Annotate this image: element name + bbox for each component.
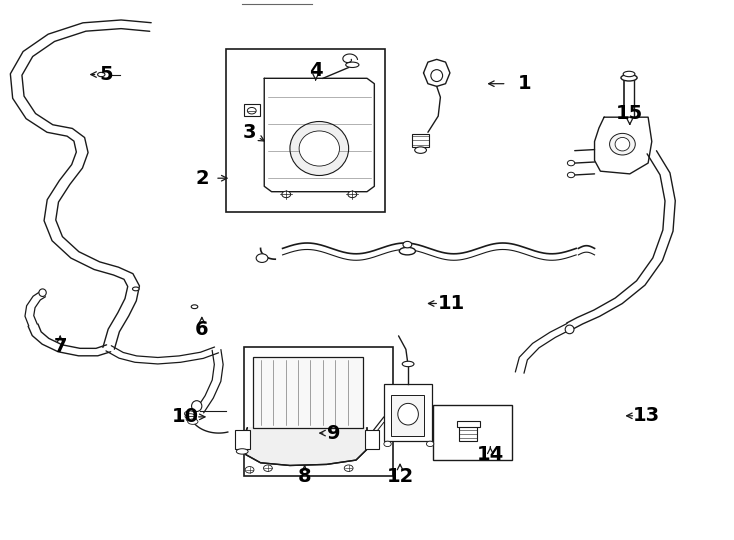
- Bar: [365, 430, 379, 449]
- Circle shape: [264, 465, 272, 471]
- Bar: [412, 134, 429, 147]
- Ellipse shape: [402, 361, 414, 367]
- Text: 13: 13: [633, 406, 659, 426]
- Bar: [391, 395, 424, 436]
- Text: 8: 8: [298, 467, 311, 486]
- Ellipse shape: [621, 75, 637, 81]
- Ellipse shape: [431, 70, 443, 82]
- Bar: [235, 430, 250, 449]
- Circle shape: [282, 191, 291, 198]
- Text: 4: 4: [309, 60, 322, 80]
- Circle shape: [426, 441, 434, 447]
- Text: 2: 2: [195, 168, 208, 188]
- Text: 6: 6: [195, 320, 208, 339]
- Ellipse shape: [186, 416, 197, 422]
- Ellipse shape: [415, 147, 426, 153]
- Ellipse shape: [184, 411, 195, 416]
- Text: 11: 11: [437, 294, 465, 313]
- Ellipse shape: [191, 305, 198, 308]
- Ellipse shape: [346, 62, 359, 68]
- Ellipse shape: [565, 325, 574, 334]
- Ellipse shape: [398, 403, 418, 425]
- Bar: [457, 421, 480, 427]
- Ellipse shape: [236, 449, 248, 454]
- Ellipse shape: [399, 247, 415, 255]
- Text: 7: 7: [54, 337, 67, 356]
- Circle shape: [384, 441, 391, 447]
- Bar: [244, 104, 260, 116]
- Bar: [244, 347, 393, 476]
- Ellipse shape: [39, 289, 46, 296]
- Bar: [384, 384, 432, 441]
- Ellipse shape: [623, 71, 635, 77]
- Bar: [226, 49, 385, 212]
- Ellipse shape: [567, 160, 575, 166]
- Text: 3: 3: [243, 123, 256, 142]
- Circle shape: [348, 191, 357, 198]
- Bar: [433, 405, 512, 460]
- Ellipse shape: [403, 241, 412, 248]
- Ellipse shape: [615, 137, 630, 151]
- Ellipse shape: [567, 172, 575, 178]
- Circle shape: [344, 465, 353, 471]
- Text: 10: 10: [172, 407, 198, 427]
- Circle shape: [245, 467, 254, 473]
- Bar: [459, 426, 477, 441]
- Text: 1: 1: [518, 74, 531, 93]
- Circle shape: [247, 107, 256, 114]
- Text: 12: 12: [386, 467, 414, 486]
- Ellipse shape: [188, 419, 198, 424]
- Ellipse shape: [290, 122, 349, 176]
- Bar: [253, 357, 363, 428]
- Ellipse shape: [609, 133, 636, 155]
- Text: 15: 15: [616, 104, 644, 123]
- Ellipse shape: [256, 254, 268, 262]
- Text: 14: 14: [476, 445, 504, 464]
- Polygon shape: [242, 428, 367, 465]
- Text: 5: 5: [100, 65, 113, 84]
- Ellipse shape: [299, 131, 339, 166]
- Text: 9: 9: [327, 423, 341, 443]
- Ellipse shape: [185, 414, 195, 419]
- Ellipse shape: [98, 72, 105, 77]
- Ellipse shape: [192, 401, 202, 411]
- Ellipse shape: [132, 287, 139, 291]
